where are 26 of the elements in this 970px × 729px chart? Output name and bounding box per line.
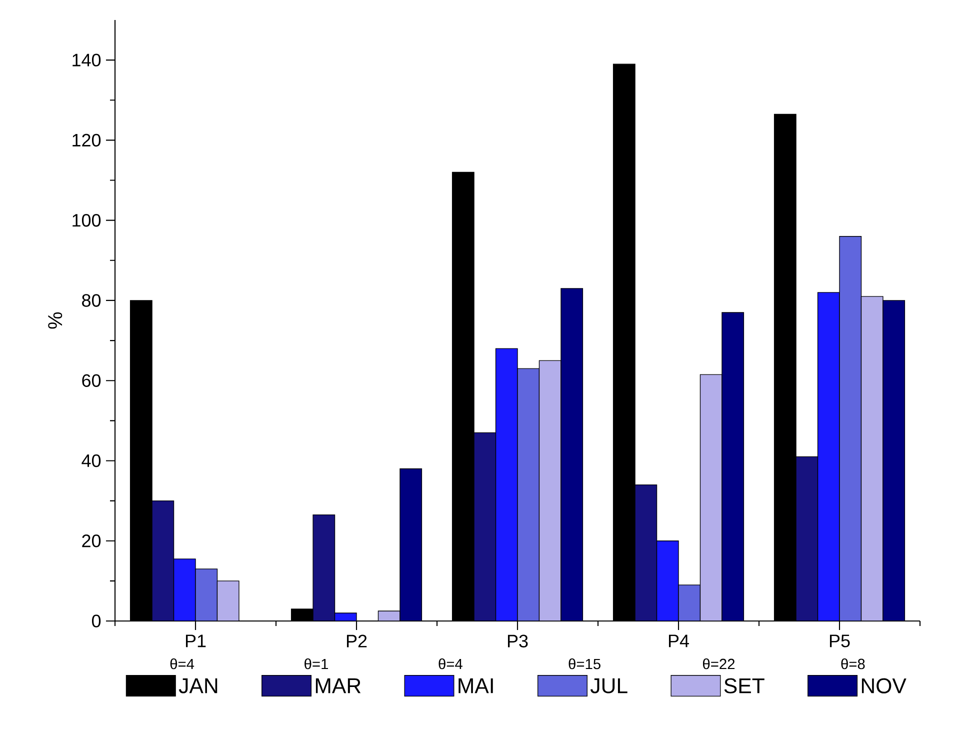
y-tick-label: 60 <box>82 374 101 387</box>
y-axis-title: % <box>48 312 62 329</box>
y-tick-label: 120 <box>72 134 101 147</box>
x-tick-label: P3 <box>508 634 528 648</box>
y-tick-label: 0 <box>92 614 101 628</box>
text: θ=1 <box>304 658 328 670</box>
legend-label: JUL <box>590 678 628 694</box>
legend-label: SET <box>724 678 764 694</box>
legend-label: MAI <box>458 678 493 694</box>
legend-label: JAN <box>178 678 218 694</box>
x-tick-label: P2 <box>346 634 367 648</box>
legend-label: MAR <box>316 678 361 694</box>
y-tick-label: 20 <box>82 534 101 548</box>
x-tick-label: P4 <box>668 634 689 648</box>
x-tick-label: P1 <box>186 634 206 648</box>
legend-label: NOV <box>862 678 906 694</box>
text: θ=4 <box>170 658 194 670</box>
y-tick-label: 100 <box>72 214 101 227</box>
y-tick-label: 40 <box>82 454 101 468</box>
y-tick-label: 140 <box>72 54 101 66</box>
text: θ=15 <box>568 658 600 670</box>
y-tick-label: 80 <box>82 294 101 307</box>
x-tick-label: P5 <box>830 634 850 648</box>
text: θ=22 <box>702 658 735 670</box>
text: θ=8 <box>841 658 865 670</box>
text: θ=4 <box>438 658 462 670</box>
